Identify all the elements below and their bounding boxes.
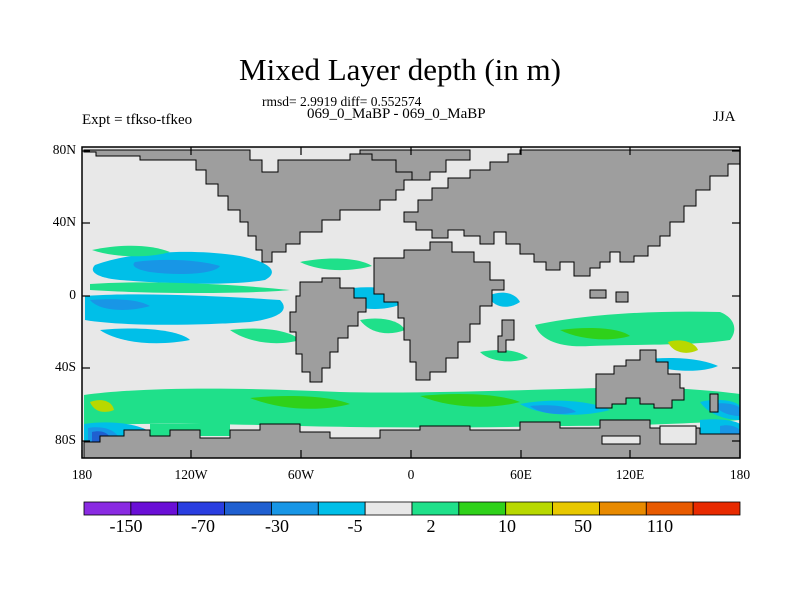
colorbar-swatch	[177, 501, 225, 516]
anomaly-patch-blue	[90, 299, 150, 310]
anomaly-patch-green	[90, 282, 290, 293]
anomaly-patch-green	[480, 350, 528, 362]
anomaly-patch-blue	[714, 403, 740, 416]
colorbar-label: 110	[646, 516, 674, 536]
expt-label: Expt = tfkso-tfkeo	[82, 112, 193, 128]
colorbar	[83, 501, 741, 516]
colorbar-swatch	[83, 501, 132, 516]
colorbar-swatch	[271, 501, 319, 516]
anomaly-patch-cyan	[488, 292, 520, 307]
land-antarctica-ocean-gap	[659, 425, 697, 445]
anomaly-patch-green	[84, 387, 740, 428]
land-australia	[595, 349, 685, 409]
anomaly-patch-green	[92, 245, 170, 257]
ytick-label: 40N	[52, 214, 76, 229]
anomaly-patch-blue	[530, 405, 576, 414]
anomaly-patch-green	[560, 328, 630, 340]
land-antarctica	[83, 419, 741, 459]
land-new-zealand	[709, 393, 719, 413]
anomaly-patch-green	[360, 318, 405, 334]
ytick-label: 80S	[54, 432, 76, 447]
anomaly-patch-high	[90, 400, 114, 412]
land-africa	[373, 241, 505, 381]
xtick-label: 180	[71, 467, 93, 482]
colorbar-swatch	[224, 501, 272, 516]
land-madagascar	[497, 319, 515, 353]
xtick-label: 120E	[615, 467, 645, 482]
anomaly-field	[84, 245, 740, 442]
experiment-names: 069_0_MaBP - 069_0_MaBP	[307, 106, 486, 122]
anomaly-patch-green	[250, 396, 350, 409]
anomaly-patch-blue	[133, 259, 220, 274]
colorbar-swatch	[599, 501, 647, 516]
colorbar-label: -5	[347, 516, 363, 536]
map-panel	[81, 146, 741, 459]
land-antarctica-ocean-gap	[601, 435, 641, 445]
land-eurasia	[403, 149, 741, 277]
anomaly-patch-cyan	[100, 328, 190, 344]
colorbar-swatch	[411, 501, 460, 516]
colorbar-label: -70	[191, 516, 215, 536]
colorbar-swatch	[552, 501, 600, 516]
colorbar-swatch	[692, 501, 741, 516]
colorbar-label: 50	[574, 516, 592, 536]
ytick-label: 80N	[52, 142, 76, 157]
colorbar-swatch	[458, 501, 507, 516]
xtick-label: 180	[729, 467, 751, 482]
season-label: JJA	[713, 109, 736, 125]
xtick-label: 0	[407, 467, 415, 482]
colorbar-swatch	[364, 501, 413, 516]
colorbar-swatch	[317, 501, 366, 516]
colorbar-label: 10	[498, 516, 516, 536]
axis-ticks	[81, 147, 741, 458]
colorbar-label: -150	[109, 516, 143, 536]
xtick-label: 120W	[174, 467, 208, 482]
land-maritime-continent	[589, 289, 607, 299]
ytick-label: 40S	[54, 359, 76, 374]
xtick-label: 60W	[287, 467, 315, 482]
colorbar-label: 2	[426, 516, 436, 536]
land-masses	[83, 149, 741, 459]
land-maritime-continent	[615, 291, 629, 303]
colorbar-label: -30	[265, 516, 289, 536]
land-greenland	[359, 149, 471, 181]
anomaly-patch-green	[420, 394, 520, 407]
rmsd-diff-stats: rmsd= 2.9919 diff= 0.552574	[262, 94, 422, 109]
ytick-label: 0	[69, 287, 76, 302]
colorbar-swatch	[505, 501, 553, 516]
xtick-label: 60E	[510, 467, 532, 482]
anomaly-patch-high	[668, 340, 698, 353]
anomaly-patch-green	[230, 328, 300, 344]
colorbar-swatch	[645, 501, 694, 516]
anomaly-patch-cyan	[640, 358, 718, 371]
land-south-america	[289, 277, 367, 383]
colorbar-swatch	[130, 501, 179, 516]
anomaly-patch-green	[300, 258, 372, 271]
map-title: Mixed Layer depth (in m)	[239, 52, 561, 87]
